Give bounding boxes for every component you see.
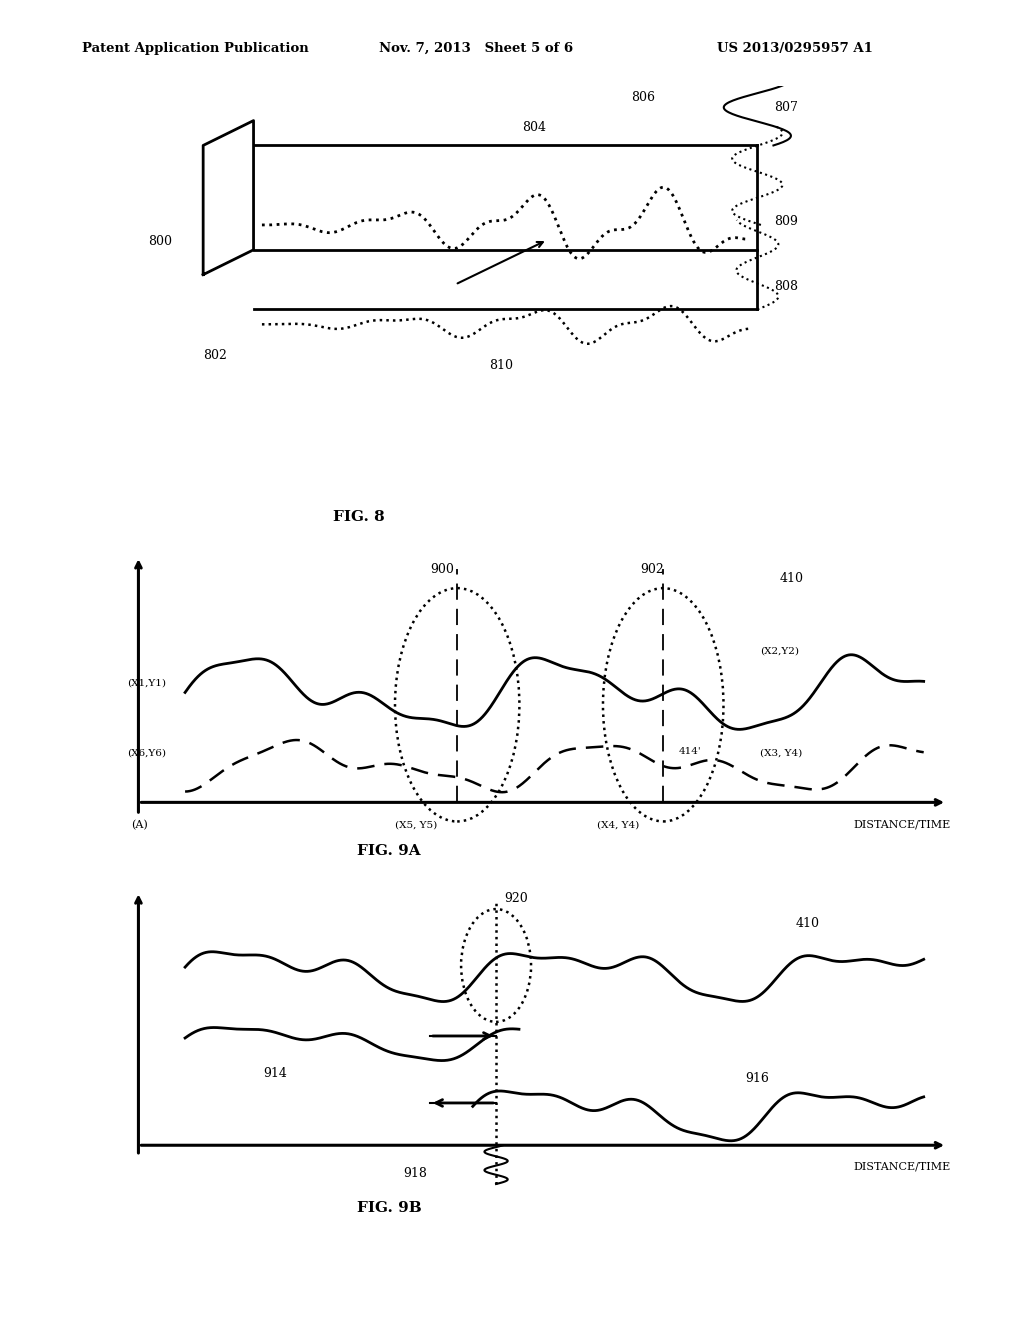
Text: 802: 802 — [203, 348, 227, 362]
Text: 810: 810 — [488, 359, 513, 372]
Text: 914: 914 — [263, 1067, 287, 1080]
Text: 920: 920 — [504, 892, 527, 906]
Text: (A): (A) — [131, 820, 147, 830]
Text: (X4, Y4): (X4, Y4) — [597, 821, 639, 830]
Text: FIG. 9B: FIG. 9B — [356, 1201, 422, 1214]
Text: 902: 902 — [640, 564, 664, 577]
Text: 800: 800 — [148, 235, 173, 248]
Text: 808: 808 — [774, 280, 798, 293]
Text: (X5, Y5): (X5, Y5) — [395, 821, 437, 830]
Text: 916: 916 — [744, 1072, 769, 1085]
Text: DISTANCE/TIME: DISTANCE/TIME — [854, 820, 951, 830]
Text: 900: 900 — [430, 564, 454, 577]
Text: FIG. 9A: FIG. 9A — [357, 845, 421, 858]
Text: FIG. 8: FIG. 8 — [333, 511, 384, 524]
Text: 809: 809 — [774, 215, 798, 228]
Text: Nov. 7, 2013   Sheet 5 of 6: Nov. 7, 2013 Sheet 5 of 6 — [379, 42, 573, 55]
Text: DISTANCE/TIME: DISTANCE/TIME — [854, 1162, 951, 1172]
Text: Patent Application Publication: Patent Application Publication — [82, 42, 308, 55]
Text: (X2,Y2): (X2,Y2) — [761, 647, 800, 656]
Text: US 2013/0295957 A1: US 2013/0295957 A1 — [717, 42, 872, 55]
Text: 410: 410 — [796, 916, 819, 929]
Text: (X6,Y6): (X6,Y6) — [127, 748, 166, 758]
Text: 410: 410 — [780, 572, 804, 585]
Text: 918: 918 — [402, 1167, 427, 1180]
Text: (X3, Y4): (X3, Y4) — [761, 748, 803, 758]
Text: 414': 414' — [679, 747, 701, 755]
Text: 807: 807 — [774, 100, 798, 114]
Text: (X1,Y1): (X1,Y1) — [127, 678, 166, 688]
Text: 806: 806 — [632, 91, 655, 104]
Text: 804: 804 — [522, 120, 546, 133]
